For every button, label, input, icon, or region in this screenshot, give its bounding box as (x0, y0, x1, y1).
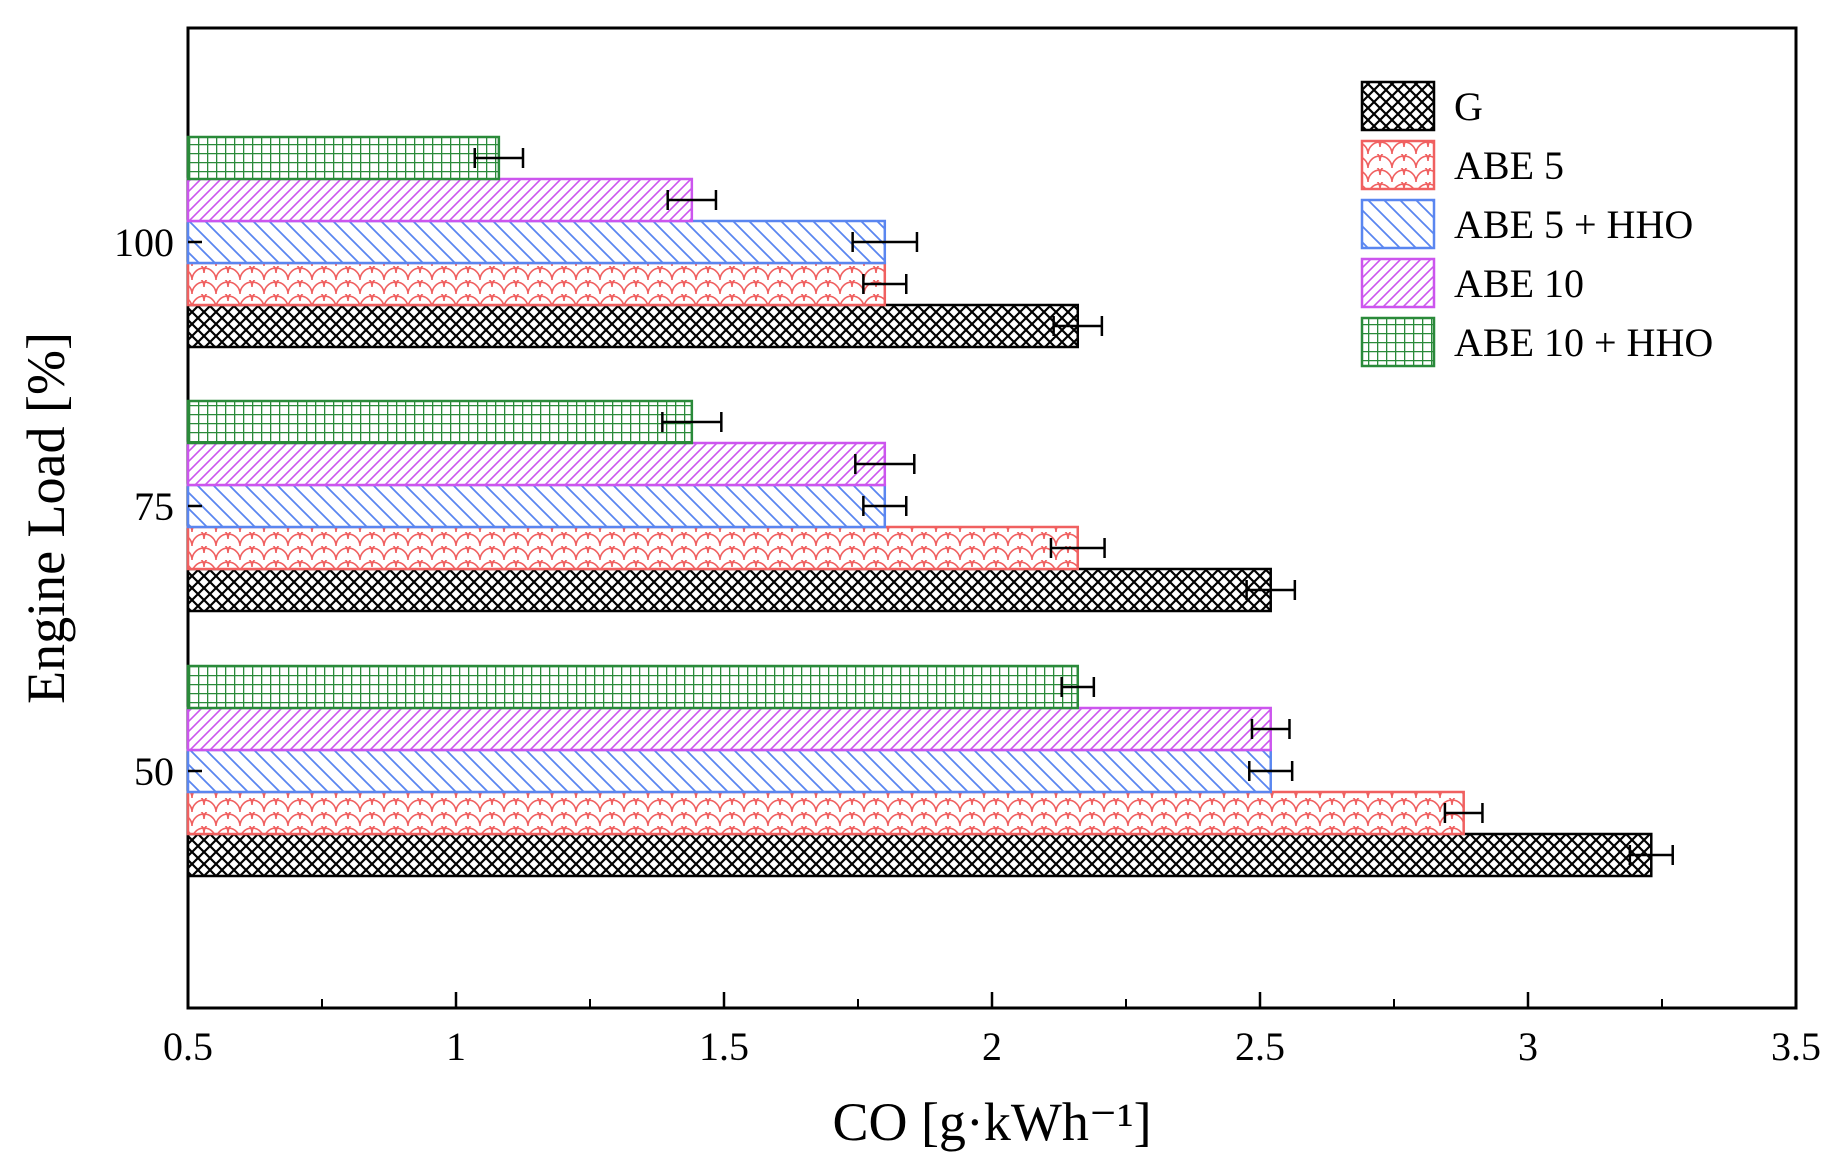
legend-label-abe-5: ABE 5 (1454, 143, 1564, 188)
bar-g-load-100 (186, 303, 1080, 349)
y-axis-ticks: 50 75 100 (114, 220, 202, 794)
bar-abe-5-load-100 (186, 261, 887, 307)
x-tick-label: 1.5 (699, 1024, 749, 1069)
errorbar-abe-5-load-75 (1049, 538, 1106, 558)
bar-abe-10-hho-load-100 (186, 135, 501, 181)
error-bars-group (473, 148, 1674, 865)
bar-abe-5-hho-load-75 (186, 483, 887, 529)
legend-label-abe-10-hho: ABE 10 + HHO (1454, 320, 1713, 365)
errorbar-abe-10-load-100 (666, 190, 718, 210)
legend-item-abe-10: ABE 10 (1360, 257, 1584, 309)
legend-swatch-abe-5 (1360, 139, 1436, 191)
bar-abe-10-load-50 (186, 706, 1272, 752)
legend-swatch-abe-5-hho (1360, 198, 1436, 250)
legend-label-g: G (1454, 84, 1483, 129)
bar-g-load-75 (186, 567, 1272, 613)
errorbar-g-load-50 (1628, 845, 1674, 865)
errorbar-abe-10-load-50 (1250, 719, 1291, 739)
y-tick-label-75: 75 (134, 484, 174, 529)
legend-item-abe-5-hho: ABE 5 + HHO (1360, 198, 1693, 250)
legend-swatch-abe-10-hho (1360, 316, 1436, 368)
legend-swatch-g (1360, 80, 1436, 132)
errorbar-abe-5-hho-load-50 (1248, 761, 1294, 781)
bar-abe-10-load-100 (186, 177, 694, 223)
x-tick-label: 2.5 (1235, 1024, 1285, 1069)
errorbar-g-load-100 (1052, 316, 1104, 336)
legend-item-g: G (1360, 80, 1483, 132)
legend-swatch-abe-10 (1360, 257, 1436, 309)
y-axis-title: Engine Load [%] (16, 332, 76, 704)
x-axis-title: CO [g·kWh⁻¹] (832, 1092, 1151, 1152)
x-tick-label: 3 (1518, 1024, 1538, 1069)
legend: G ABE 5 ABE 5 + HHO ABE 10 ABE 10 + HHO (1360, 80, 1713, 368)
errorbar-abe-10-hho-load-50 (1060, 677, 1096, 697)
errorbar-abe-5-hho-load-75 (862, 496, 908, 516)
errorbar-abe-5-hho-load-100 (851, 232, 919, 252)
legend-item-abe-5: ABE 5 (1360, 139, 1564, 191)
errorbar-abe-5-load-50 (1443, 803, 1484, 823)
x-tick-label: 2 (982, 1024, 1002, 1069)
bar-g-load-50 (186, 832, 1653, 878)
bar-abe-10-hho-load-50 (186, 664, 1080, 710)
errorbar-abe-10-hho-load-75 (661, 412, 723, 432)
legend-label-abe-5-hho: ABE 5 + HHO (1454, 202, 1693, 247)
x-axis-ticks: 0.5 1 1.5 2 2.5 3 3.5 (163, 992, 1821, 1069)
bars-group (186, 135, 1653, 878)
bar-abe-10-hho-load-75 (186, 399, 694, 445)
x-tick-label: 1 (446, 1024, 466, 1069)
y-tick-label-100: 100 (114, 220, 174, 265)
legend-item-abe-10-hho: ABE 10 + HHO (1360, 316, 1713, 368)
bar-abe-5-hho-load-100 (186, 219, 887, 265)
errorbar-abe-5-load-100 (862, 274, 908, 294)
legend-label-abe-10: ABE 10 (1454, 261, 1584, 306)
bar-abe-5-load-50 (186, 790, 1465, 836)
bar-abe-10-load-75 (186, 441, 887, 487)
y-tick-label-50: 50 (134, 749, 174, 794)
errorbar-abe-10-load-75 (854, 454, 916, 474)
x-tick-label: 3.5 (1771, 1024, 1821, 1069)
errorbar-abe-10-hho-load-100 (473, 148, 525, 168)
bar-abe-5-load-75 (186, 525, 1080, 571)
bar-abe-5-hho-load-50 (186, 748, 1272, 794)
x-tick-label: 0.5 (163, 1024, 213, 1069)
errorbar-g-load-75 (1245, 580, 1297, 600)
